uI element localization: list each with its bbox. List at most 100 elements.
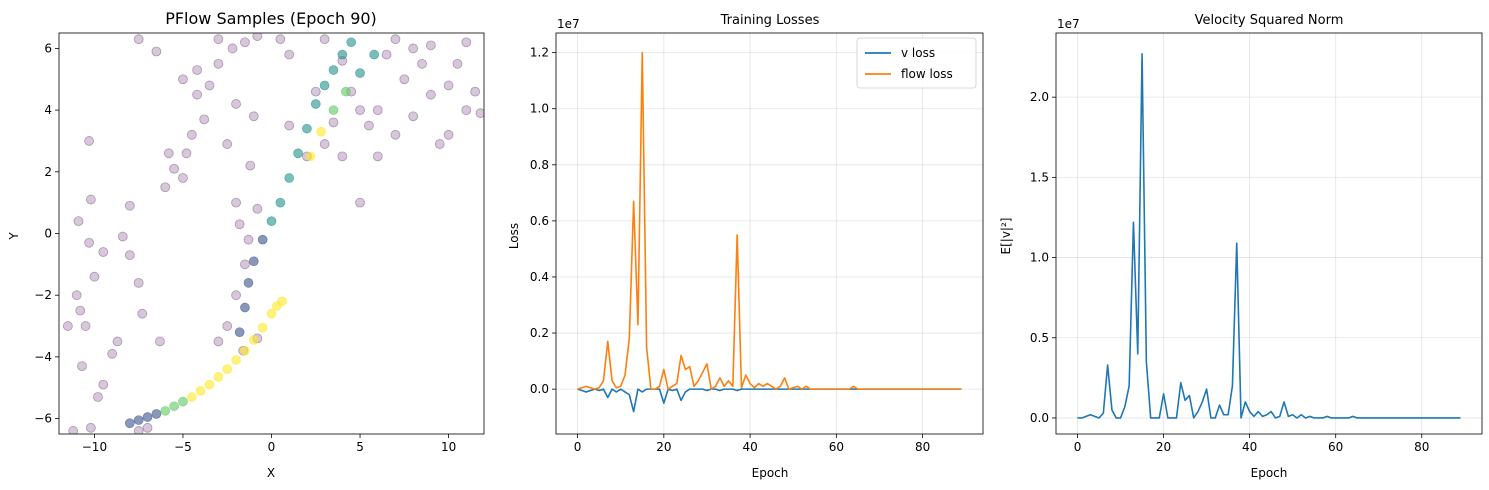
y-tick-label: 1.0 <box>530 102 549 116</box>
target-sample-point <box>98 379 109 390</box>
target-sample-point <box>234 219 245 230</box>
generated-sample-point <box>257 322 268 333</box>
target-sample-point <box>142 422 153 433</box>
target-sample-point <box>84 136 95 146</box>
generated-sample-point <box>310 99 321 109</box>
x-tick-label: 10 <box>441 440 456 454</box>
x-tick-label: 0 <box>574 440 582 454</box>
velocity-ylabel: E[|v|²] <box>999 218 1013 255</box>
target-sample-point <box>62 321 73 331</box>
generated-sample-point <box>169 401 179 412</box>
target-sample-point <box>178 173 188 183</box>
velocity-plot-area: 0 20 40 60 80 0.0 0.5 1.0 1.5 2.0 <box>1030 32 1483 454</box>
target-sample-point <box>73 216 84 227</box>
losses-plot-area: 0 20 40 60 80 0.0 0.2 0.4 0.6 0.8 1.0 1.2 v loss flow… <box>530 32 984 454</box>
target-sample-point <box>71 290 82 301</box>
generated-sample-point <box>125 418 135 429</box>
generated-sample-point <box>151 409 162 419</box>
y-tick-label: −4 <box>34 350 52 364</box>
x-tick-label: 60 <box>1328 440 1343 454</box>
y-tick-label: 1.0 <box>1030 251 1049 265</box>
target-sample-point <box>133 34 144 45</box>
target-sample-point <box>425 40 436 51</box>
target-sample-point <box>372 105 383 116</box>
target-sample-point <box>160 182 171 193</box>
target-sample-point <box>222 321 233 331</box>
generated-sample-point <box>319 80 330 91</box>
target-sample-point <box>84 237 95 248</box>
target-sample-point <box>252 33 263 41</box>
y-tick-label: 0.4 <box>530 270 549 284</box>
training-losses-panel: Training Losses 1e7 0 20 40 60 80 0.0 0.2 0.4 0.… <box>507 13 984 480</box>
axes-frame <box>1055 32 1483 435</box>
target-sample-point <box>151 46 162 57</box>
target-sample-point <box>77 361 87 372</box>
target-sample-point <box>155 336 165 347</box>
target-sample-point <box>178 74 188 85</box>
target-sample-point <box>112 336 123 347</box>
scatter-panel: PFlow Samples (Epoch 90) −10 −5 0 5 10 −6 −4 −2… <box>7 9 485 480</box>
y-tick-label: 0.0 <box>1030 411 1049 425</box>
target-sample-point <box>355 105 365 116</box>
y-tick-label: 0.0 <box>530 382 549 396</box>
target-sample-point <box>133 426 144 434</box>
generated-sample-point <box>222 364 233 375</box>
generated-sample-point <box>305 151 316 162</box>
target-sample-point <box>89 271 100 282</box>
y-tick-label: 0.2 <box>530 326 549 340</box>
target-sample-point <box>328 117 339 128</box>
target-sample-point <box>117 231 128 242</box>
generated-sample-point <box>266 308 277 319</box>
velocity-panel: Velocity Squared Norm 1e7 0 20 40 60 80 0.0 0.… <box>999 13 1483 480</box>
x-tick-label: 80 <box>1414 440 1429 454</box>
target-sample-point <box>399 74 410 85</box>
generated-sample-point <box>346 37 356 48</box>
target-sample-point <box>355 197 365 208</box>
target-sample-point <box>181 148 192 159</box>
generated-sample-point <box>316 126 326 137</box>
y-tick-label: 0.5 <box>1030 331 1049 345</box>
target-sample-point <box>381 49 392 60</box>
scatter-plot-area: −10 −5 0 5 10 −6 −4 −2 0 2 4 6 <box>34 32 485 454</box>
target-sample-point <box>248 111 259 122</box>
x-tick-label: 60 <box>829 440 844 454</box>
target-sample-point <box>319 139 330 149</box>
generated-sample-point <box>369 49 380 60</box>
y-tick-label: 1.2 <box>530 46 549 60</box>
losses-ylabel: Loss <box>507 223 521 249</box>
target-sample-point <box>417 58 427 69</box>
target-sample-point <box>284 49 295 60</box>
y-tick-label: −6 <box>34 412 52 426</box>
generated-sample-point <box>248 256 259 267</box>
x-tick-label: −5 <box>174 440 192 454</box>
target-sample-point <box>133 277 144 288</box>
target-sample-point <box>319 34 330 45</box>
generated-sample-point <box>275 197 286 208</box>
generated-sample-point <box>302 123 312 134</box>
generated-sample-point <box>240 302 250 313</box>
generated-sample-point <box>337 49 348 60</box>
scatter-ylabel: Y <box>7 232 21 241</box>
target-sample-point <box>231 99 241 109</box>
y-tick-label: 2 <box>44 165 52 179</box>
x-tick-label: 20 <box>656 440 671 454</box>
legend-box <box>856 37 977 89</box>
target-sample-point <box>98 247 109 257</box>
generated-sample-point <box>187 392 197 402</box>
target-sample-point <box>275 34 286 45</box>
target-sample-point <box>434 139 445 149</box>
target-sample-point <box>240 37 250 48</box>
target-sample-point <box>199 114 210 125</box>
velocity-xlabel: Epoch <box>1251 466 1288 480</box>
target-sample-point <box>475 108 484 119</box>
generated-sample-point <box>213 372 224 382</box>
x-tick-label: 5 <box>356 440 364 454</box>
generated-sample-point <box>234 327 245 338</box>
y-tick-label: −2 <box>34 288 52 302</box>
target-sample-point <box>222 139 233 149</box>
y-tick-label: 6 <box>44 41 52 55</box>
x-tick-label: 80 <box>915 440 930 454</box>
target-sample-point <box>310 86 321 97</box>
